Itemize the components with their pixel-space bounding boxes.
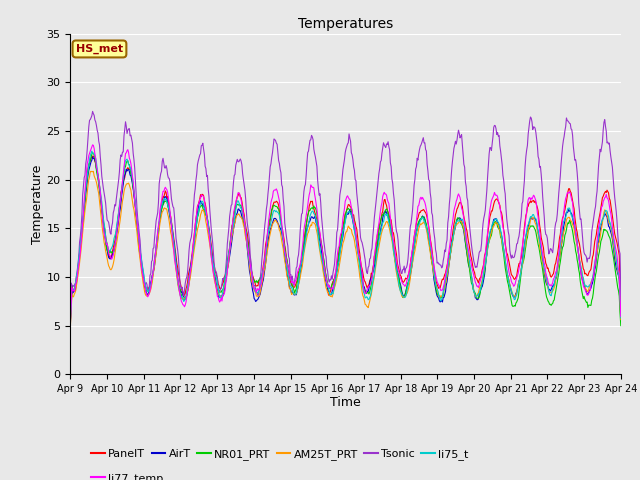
Legend: li77_temp: li77_temp (87, 468, 168, 480)
Title: Temperatures: Temperatures (298, 17, 393, 31)
X-axis label: Time: Time (330, 396, 361, 408)
Text: HS_met: HS_met (76, 44, 123, 54)
Y-axis label: Temperature: Temperature (31, 164, 44, 244)
